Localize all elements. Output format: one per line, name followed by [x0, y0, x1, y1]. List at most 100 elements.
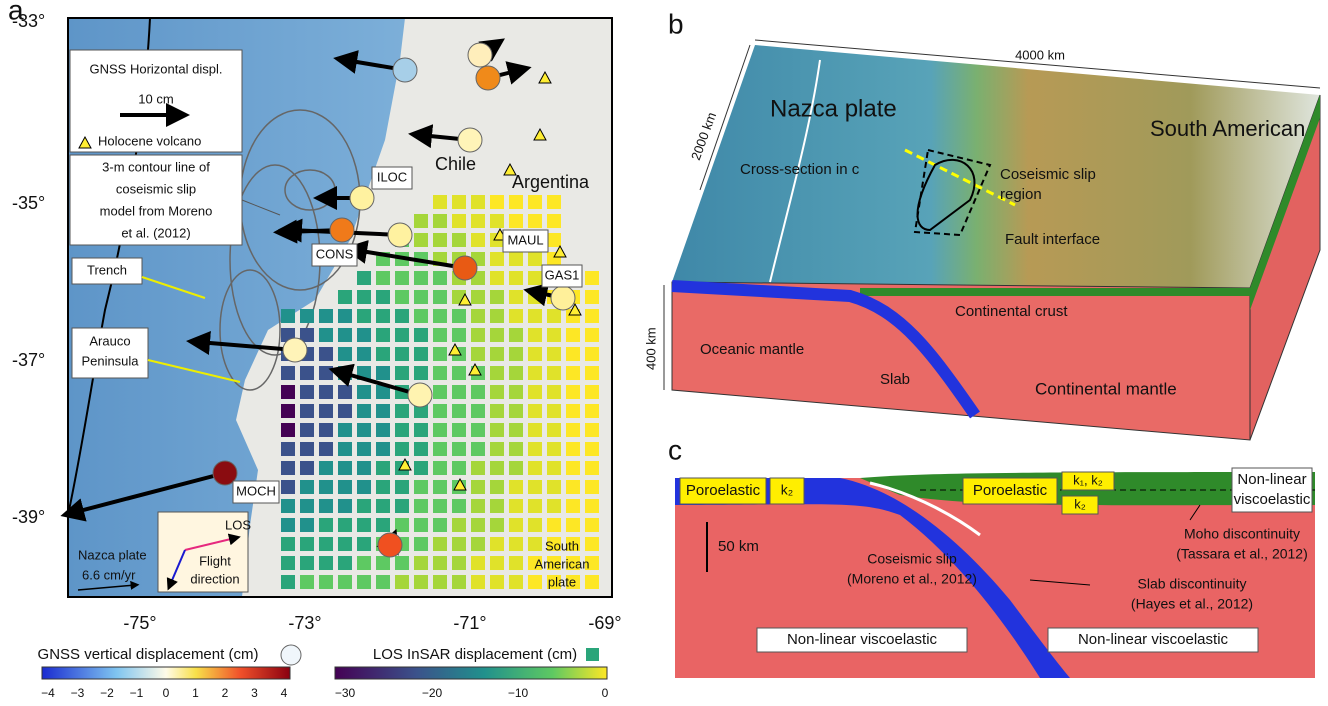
insar-square	[509, 309, 523, 323]
insar-square	[490, 366, 504, 380]
block-top	[672, 45, 1320, 288]
insar-square	[433, 290, 447, 304]
insar-square	[490, 328, 504, 342]
insar-square	[585, 290, 599, 304]
tag	[1061, 471, 1115, 491]
depth-label: 2000 km	[688, 110, 719, 162]
label: et al. (2012)	[121, 225, 190, 240]
insar-square	[528, 328, 542, 342]
insar-square	[452, 499, 466, 513]
insar-square	[300, 404, 314, 418]
colorbar-tick: −1	[130, 686, 144, 700]
insar-square	[547, 404, 561, 418]
insar-square	[471, 442, 485, 456]
insar-square	[357, 518, 371, 532]
insar-square	[509, 328, 523, 342]
label: GAS1	[545, 267, 580, 282]
insar-square	[414, 347, 428, 361]
label: MAUL	[507, 232, 543, 247]
insar-square	[490, 442, 504, 456]
insar-square	[281, 499, 295, 513]
insar-square	[509, 518, 523, 532]
insar-legend-square	[586, 648, 599, 661]
insar-square	[338, 328, 352, 342]
insar-square	[319, 461, 333, 475]
slip-region	[916, 159, 976, 232]
tag	[1061, 495, 1099, 515]
insar-square	[338, 347, 352, 361]
colorbar-tick: 3	[251, 686, 258, 700]
insar-square	[319, 309, 333, 323]
insar-square	[319, 442, 333, 456]
insar-square	[433, 328, 447, 342]
insar-square	[338, 518, 352, 532]
insar-squares	[281, 195, 599, 589]
insar-square	[490, 271, 504, 285]
insar-square	[433, 499, 447, 513]
panel-label: c	[668, 434, 682, 465]
insar-square	[376, 518, 390, 532]
insar-square	[414, 366, 428, 380]
insar-square	[300, 575, 314, 589]
insar-square	[433, 575, 447, 589]
insar-square	[509, 347, 523, 361]
insar-square	[509, 385, 523, 399]
insar-square	[433, 423, 447, 437]
insar-square	[547, 233, 561, 247]
insar-square	[433, 556, 447, 570]
insar-square	[376, 385, 390, 399]
insar-square	[376, 309, 390, 323]
insar-square	[319, 385, 333, 399]
insar-square	[300, 423, 314, 437]
label: Flight	[199, 553, 231, 568]
insar-square	[281, 575, 295, 589]
insar-square	[585, 366, 599, 380]
label: Moho discontinuity	[1184, 526, 1300, 542]
insar-square	[528, 309, 542, 323]
insar-square	[452, 309, 466, 323]
insar-square	[509, 461, 523, 475]
label: viscoelastic	[1234, 491, 1311, 508]
insar-square	[433, 518, 447, 532]
insar-square	[281, 309, 295, 323]
insar-square	[433, 309, 447, 323]
insar-square	[471, 461, 485, 475]
insar-square	[300, 442, 314, 456]
insar-square	[490, 214, 504, 228]
insar-square	[547, 461, 561, 475]
insar-square	[281, 556, 295, 570]
insar-square	[357, 556, 371, 570]
insar-square	[490, 575, 504, 589]
insar-square	[300, 309, 314, 323]
insar-square	[471, 214, 485, 228]
volcano	[453, 477, 467, 491]
insar-square	[300, 328, 314, 342]
insar-square	[471, 423, 485, 437]
insar-square	[376, 328, 390, 342]
insar-square	[585, 271, 599, 285]
insar-square	[338, 537, 352, 551]
panel-label: b	[668, 8, 684, 39]
insar-square	[414, 423, 428, 437]
insar-square	[490, 347, 504, 361]
label: Coseismic slip	[1000, 166, 1096, 183]
insar-square	[528, 518, 542, 532]
insar-square	[566, 347, 580, 361]
volcano	[568, 302, 582, 316]
insar-square	[414, 214, 428, 228]
insar-square	[490, 518, 504, 532]
insar-square	[395, 518, 409, 532]
insar-square	[376, 347, 390, 361]
insar-square	[471, 537, 485, 551]
label: Oceanic mantle	[700, 341, 804, 358]
flight-arrow	[166, 549, 186, 591]
insar-square	[395, 442, 409, 456]
insar-square	[452, 214, 466, 228]
insar-square	[376, 423, 390, 437]
colorbar-tick: −20	[422, 686, 443, 700]
colorbar-tick: 0	[163, 686, 170, 700]
insar-square	[547, 366, 561, 380]
crust-front	[860, 288, 1250, 296]
label: k₂	[781, 482, 793, 498]
